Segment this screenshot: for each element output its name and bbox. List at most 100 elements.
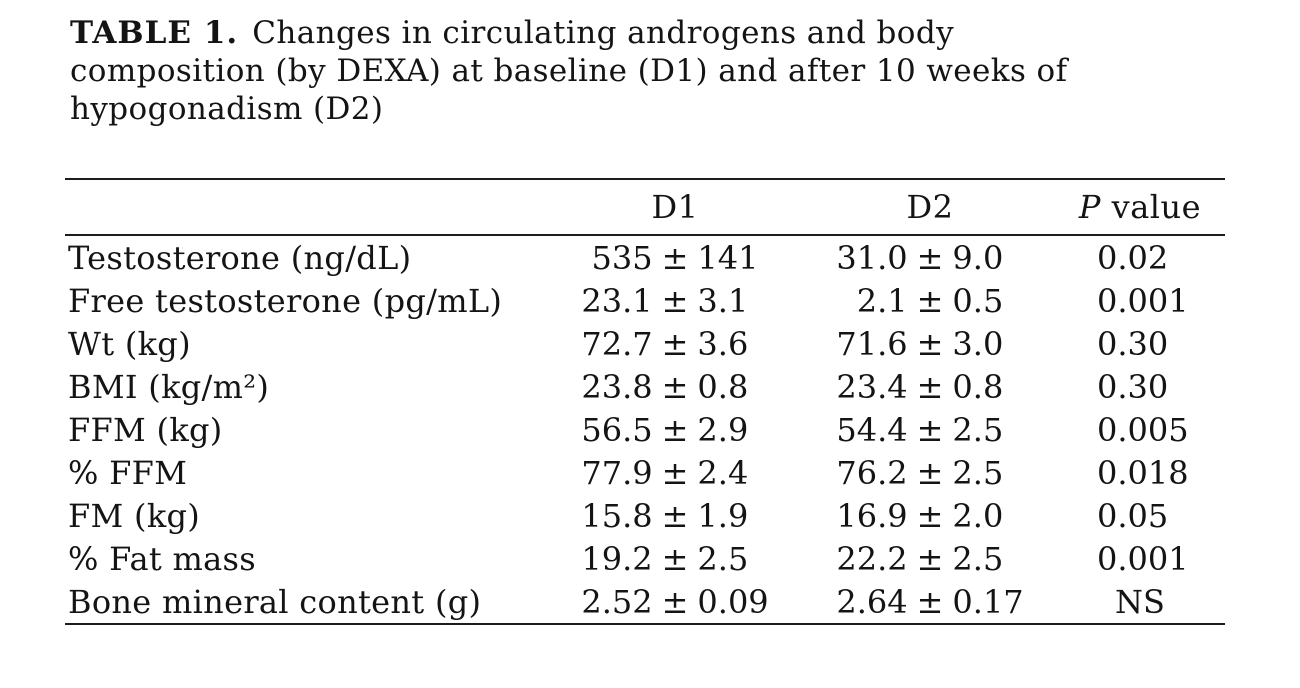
table-number-label: TABLE 1.: [70, 15, 239, 51]
d1-error: 2.5: [697, 539, 749, 578]
p-value-cell: 0.001: [1055, 540, 1225, 578]
d2-cell: 23.4 ±0.8: [805, 368, 1055, 406]
row-label: BMI (kg/m²): [68, 367, 270, 406]
data-table: D1 D2 P value Testosterone (ng/dL) 535 ±1…: [65, 178, 1225, 625]
d2-value: 2.64: [836, 582, 908, 621]
d2-error: 2.5: [952, 410, 1004, 449]
caption-line-1: TABLE 1. Changes in circulating androgens…: [70, 14, 1210, 52]
header-d2: D2: [906, 188, 954, 226]
p-value-cell: 0.30: [1055, 368, 1225, 406]
header-d1: D1: [651, 188, 699, 226]
d1-value: 23.8: [581, 367, 653, 406]
table-row: % FFM 77.9 ±2.4 76.2 ±2.5 0.018: [65, 451, 1225, 494]
d2-cell: 54.4 ±2.5: [805, 411, 1055, 449]
d2-cell: 16.9 ±2.0: [805, 497, 1055, 535]
plus-minus-icon: ±: [661, 281, 689, 320]
d2-cell: 76.2 ±2.5: [805, 454, 1055, 492]
d2-cell: 71.6 ±3.0: [805, 325, 1055, 363]
table-header-rule: [65, 234, 1225, 236]
row-label: FM (kg): [68, 496, 201, 535]
d1-cell: 2.52 ±0.09: [545, 583, 805, 621]
d2-value: 23.4: [836, 367, 908, 406]
plus-minus-icon: ±: [661, 539, 689, 578]
p-value-cell: 0.018: [1055, 454, 1225, 492]
d1-cell: 19.2 ±2.5: [545, 540, 805, 578]
d1-value: 535: [591, 238, 653, 277]
p-value: 0.018: [1097, 453, 1189, 492]
d1-cell: 23.1 ±3.1: [545, 282, 805, 320]
row-label: Bone mineral content (g): [68, 582, 482, 621]
p-value-cell: NS: [1055, 583, 1225, 621]
d2-cell: 2.64 ±0.17: [805, 583, 1055, 621]
plus-minus-icon: ±: [661, 496, 689, 535]
plus-minus-icon: ±: [916, 324, 944, 363]
d2-error: 0.17: [952, 582, 1024, 621]
plus-minus-icon: ±: [916, 539, 944, 578]
plus-minus-icon: ±: [916, 238, 944, 277]
table-row: Wt (kg) 72.7 ±3.6 71.6 ±3.0 0.30: [65, 322, 1225, 365]
p-value: 0.001: [1097, 281, 1189, 320]
d2-error: 2.5: [952, 453, 1004, 492]
table-bottom-rule: [65, 623, 1225, 625]
plus-minus-icon: ±: [661, 238, 689, 277]
table-row: % Fat mass 19.2 ±2.5 22.2 ±2.5 0.001: [65, 537, 1225, 580]
row-label: % FFM: [68, 453, 188, 492]
d1-error: 2.4: [697, 453, 749, 492]
plus-minus-icon: ±: [916, 582, 944, 621]
d1-error: 0.09: [697, 582, 769, 621]
plus-minus-icon: ±: [916, 410, 944, 449]
d1-error: 1.9: [697, 496, 749, 535]
table-body: Testosterone (ng/dL) 535 ±141 31.0 ±9.0 0.…: [65, 236, 1225, 623]
plus-minus-icon: ±: [916, 453, 944, 492]
d1-value: 19.2: [581, 539, 653, 578]
d1-cell: 535 ±141: [545, 239, 805, 277]
d1-value: 72.7: [581, 324, 653, 363]
d1-error: 3.6: [697, 324, 749, 363]
d1-error: 141: [697, 238, 759, 277]
d2-error: 0.8: [952, 367, 1004, 406]
table-top-rule: [65, 178, 1225, 180]
plus-minus-icon: ±: [661, 324, 689, 363]
p-value: 0.30: [1097, 324, 1169, 363]
d1-cell: 72.7 ±3.6: [545, 325, 805, 363]
d2-value: 16.9: [836, 496, 908, 535]
table-row: Testosterone (ng/dL) 535 ±141 31.0 ±9.0 0.…: [65, 236, 1225, 279]
d1-value: 2.52: [581, 582, 653, 621]
plus-minus-icon: ±: [916, 496, 944, 535]
plus-minus-icon: ±: [661, 410, 689, 449]
d1-value: 23.1: [581, 281, 653, 320]
table-caption: TABLE 1. Changes in circulating androgens…: [70, 14, 1210, 128]
d1-cell: 23.8 ±0.8: [545, 368, 805, 406]
d1-value: 77.9: [581, 453, 653, 492]
p-value-cell: 0.001: [1055, 282, 1225, 320]
d2-value: 76.2: [836, 453, 908, 492]
p-value-cell: 0.05: [1055, 497, 1225, 535]
row-label: Free testosterone (pg/mL): [68, 281, 503, 320]
d1-cell: 15.8 ±1.9: [545, 497, 805, 535]
plus-minus-icon: ±: [916, 367, 944, 406]
row-label: Testosterone (ng/dL): [68, 238, 412, 277]
caption-line-3: hypogonadism (D2): [70, 91, 384, 127]
p-value: NS: [1115, 582, 1165, 621]
caption-line-2: composition (by DEXA) at baseline (D1) a…: [70, 53, 1068, 89]
row-label: % Fat mass: [68, 539, 256, 578]
table-row: Bone mineral content (g) 2.52 ±0.09 2.64 ±…: [65, 580, 1225, 623]
p-value: 0.005: [1097, 410, 1189, 449]
table-row: BMI (kg/m²) 23.8 ±0.8 23.4 ±0.8 0.30: [65, 365, 1225, 408]
p-value: 0.001: [1097, 539, 1189, 578]
p-value: 0.30: [1097, 367, 1169, 406]
plus-minus-icon: ±: [661, 367, 689, 406]
d1-value: 15.8: [581, 496, 653, 535]
header-p-rest: value: [1100, 188, 1202, 226]
p-value: 0.02: [1097, 238, 1169, 277]
plus-minus-icon: ±: [661, 582, 689, 621]
d2-cell: 22.2 ±2.5: [805, 540, 1055, 578]
plus-minus-icon: ±: [661, 453, 689, 492]
plus-minus-icon: ±: [916, 281, 944, 320]
d2-error: 0.5: [952, 281, 1004, 320]
d2-cell: 2.1 ±0.5: [805, 282, 1055, 320]
d2-value: 2.1: [856, 281, 908, 320]
row-label: Wt (kg): [68, 324, 191, 363]
d2-value: 71.6: [836, 324, 908, 363]
